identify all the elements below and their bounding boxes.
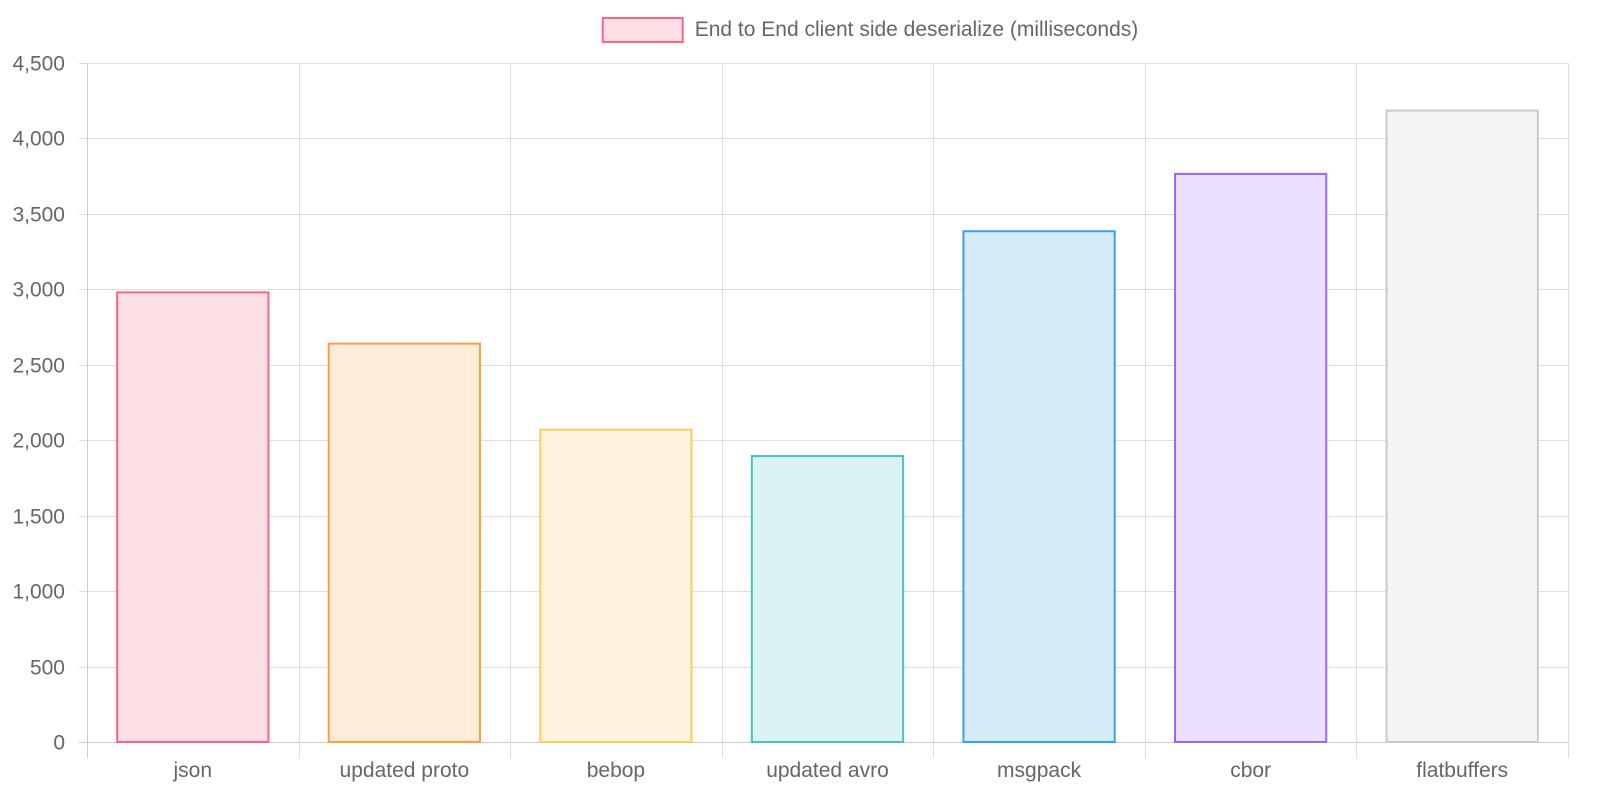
x-tick-label: updated proto — [340, 759, 470, 782]
y-tick-label: 4,000 — [12, 128, 65, 151]
y-tick-label: 2,500 — [12, 355, 65, 378]
x-tick-label: bebop — [587, 759, 645, 782]
y-tick-label: 1,500 — [12, 506, 65, 529]
y-tick-label: 3,500 — [12, 204, 65, 227]
x-tick-label: updated avro — [766, 759, 889, 782]
y-tick-label: 2,000 — [12, 430, 65, 453]
y-tick-label: 0 — [53, 732, 65, 755]
y-axis-ticks: 0 500 1,000 1,500 2,000 2,500 3,000 3,500 4,000 4… — [12, 53, 65, 755]
y-tick-label: 3,000 — [12, 279, 65, 302]
x-tick-label: json — [173, 759, 213, 782]
bar-msgpack[interactable] — [962, 230, 1116, 743]
bar-updated-avro[interactable] — [750, 455, 905, 743]
x-tick-label: msgpack — [997, 759, 1082, 782]
bar-bebop[interactable] — [539, 428, 693, 743]
bar-cbor[interactable] — [1174, 172, 1328, 744]
x-tick-label: cbor — [1230, 759, 1271, 782]
bar-updated-proto[interactable] — [327, 342, 481, 743]
legend-label[interactable]: End to End client side deserialize (mill… — [695, 18, 1139, 41]
grid-lines — [79, 63, 1569, 758]
x-axis-ticks: json updated proto bebop updated avro msgpac… — [173, 759, 1509, 782]
y-tick-label: 1,000 — [12, 581, 65, 604]
bar-flatbuffers[interactable] — [1385, 109, 1539, 743]
legend[interactable]: End to End client side deserialize (mill… — [601, 17, 1139, 43]
legend-swatch[interactable] — [601, 17, 684, 43]
bar-json[interactable] — [116, 291, 270, 743]
bars — [116, 109, 1539, 744]
y-tick-label: 4,500 — [12, 53, 65, 76]
y-tick-label: 500 — [30, 657, 65, 680]
x-tick-label: flatbuffers — [1416, 759, 1508, 782]
